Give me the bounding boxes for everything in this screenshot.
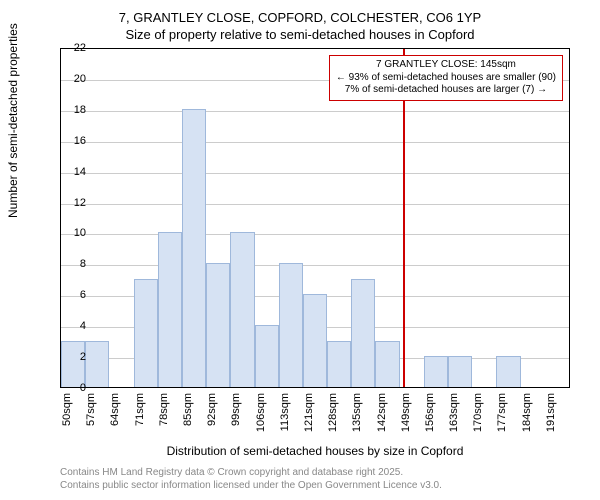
x-tick-label: 142sqm	[376, 393, 388, 432]
x-tick-label: 163sqm	[448, 393, 460, 432]
bar-slot: 85sqm	[182, 49, 206, 387]
bar	[206, 263, 230, 387]
y-tick-label: 20	[74, 73, 86, 85]
x-tick-label: 170sqm	[472, 393, 484, 432]
annotation-line3: 7% of semi-detached houses are larger (7…	[336, 84, 556, 97]
bar	[182, 109, 206, 387]
chart-title-line1: 7, GRANTLEY CLOSE, COPFORD, COLCHESTER, …	[0, 0, 600, 25]
y-tick-label: 10	[74, 227, 86, 239]
x-tick-label: 64sqm	[109, 393, 121, 426]
x-tick-label: 78sqm	[158, 393, 170, 426]
x-tick-label: 113sqm	[279, 393, 291, 431]
annotation-line1: 7 GRANTLEY CLOSE: 145sqm	[336, 59, 556, 72]
x-tick-label: 184sqm	[521, 393, 533, 432]
x-tick-label: 177sqm	[496, 393, 508, 432]
bar-slot: 57sqm	[85, 49, 109, 387]
bar	[85, 341, 109, 387]
annotation-line2: ← 93% of semi-detached houses are smalle…	[336, 72, 556, 85]
y-tick-label: 2	[80, 351, 86, 363]
x-tick-label: 57sqm	[85, 393, 97, 426]
y-tick-label: 12	[74, 197, 86, 209]
x-tick-label: 191sqm	[545, 393, 557, 432]
y-tick-label: 18	[74, 104, 86, 116]
bar-slot: 92sqm	[206, 49, 230, 387]
x-tick-label: 121sqm	[303, 393, 315, 432]
x-tick-label: 156sqm	[424, 393, 436, 432]
bar-slot: 50sqm	[61, 49, 85, 387]
bar-slot: 78sqm	[158, 49, 182, 387]
bar	[255, 325, 279, 387]
bar-slot: 106sqm	[255, 49, 279, 387]
bar	[279, 263, 303, 387]
bar	[230, 232, 254, 387]
bar	[158, 232, 182, 387]
x-tick-label: 92sqm	[206, 393, 218, 426]
chart-container: 7, GRANTLEY CLOSE, COPFORD, COLCHESTER, …	[0, 0, 600, 500]
bar	[61, 341, 85, 387]
x-axis-label: Distribution of semi-detached houses by …	[60, 444, 570, 458]
y-tick-label: 4	[80, 320, 86, 332]
bar-slot: 121sqm	[303, 49, 327, 387]
bar-slot: 113sqm	[279, 49, 303, 387]
bar	[448, 356, 472, 387]
attribution-line1: Contains HM Land Registry data © Crown c…	[60, 466, 442, 479]
y-axis-label: Number of semi-detached properties	[6, 23, 20, 218]
bar-slot: 71sqm	[134, 49, 158, 387]
bar	[424, 356, 448, 387]
x-tick-label: 85sqm	[182, 393, 194, 426]
x-tick-label: 149sqm	[400, 393, 412, 432]
bar-slot: 99sqm	[230, 49, 254, 387]
y-tick-label: 22	[74, 42, 86, 54]
y-tick-label: 6	[80, 289, 86, 301]
attribution-text: Contains HM Land Registry data © Crown c…	[60, 466, 442, 492]
attribution-line2: Contains public sector information licen…	[60, 479, 442, 492]
bar	[327, 341, 351, 387]
plot-area: 50sqm57sqm64sqm71sqm78sqm85sqm92sqm99sqm…	[60, 48, 570, 388]
y-tick-label: 14	[74, 166, 86, 178]
y-tick-label: 0	[80, 382, 86, 394]
x-tick-label: 99sqm	[230, 393, 242, 426]
bar	[351, 279, 375, 387]
bar	[303, 294, 327, 387]
bar	[134, 279, 158, 387]
x-tick-label: 106sqm	[255, 393, 267, 432]
x-tick-label: 50sqm	[61, 393, 73, 426]
x-tick-label: 71sqm	[134, 393, 146, 426]
x-tick-label: 128sqm	[327, 393, 339, 432]
annotation-box: 7 GRANTLEY CLOSE: 145sqm ← 93% of semi-d…	[329, 55, 563, 101]
y-tick-label: 8	[80, 258, 86, 270]
y-tick-label: 16	[74, 135, 86, 147]
bar-slot: 64sqm	[109, 49, 133, 387]
bar	[375, 341, 399, 387]
bar	[496, 356, 520, 387]
x-tick-label: 135sqm	[351, 393, 363, 432]
chart-title-line2: Size of property relative to semi-detach…	[0, 25, 600, 42]
